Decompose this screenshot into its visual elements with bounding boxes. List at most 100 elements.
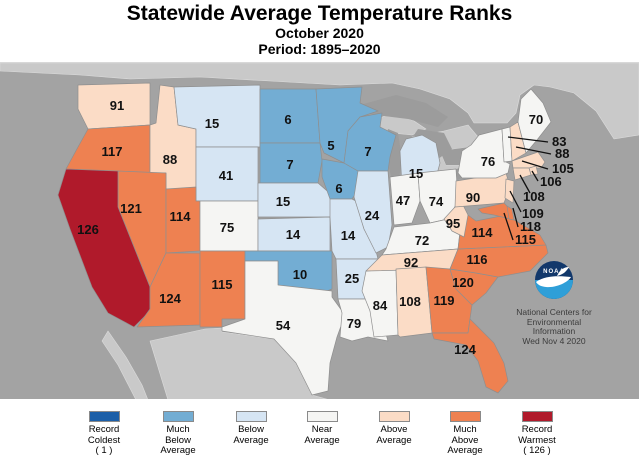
legend-label: ( 1 ): [95, 445, 113, 457]
rank-label-tn: 92: [404, 255, 418, 270]
legend: Record Coldest ( 1 ) Much Below Average …: [0, 399, 639, 467]
rank-label-ny: 76: [481, 154, 495, 169]
legend-swatch-much-above: [449, 411, 481, 422]
legend-label: Average: [447, 445, 483, 457]
legend-swatch-near: [306, 411, 338, 422]
noaa-logo-bird-icon: [536, 267, 571, 288]
legend-label: Above: [451, 434, 479, 446]
legend-label: Near: [311, 424, 333, 435]
state-fl: [431, 318, 509, 394]
legend-label: Record: [521, 424, 553, 435]
state-in: [389, 172, 421, 226]
rank-label-nc: 116: [467, 252, 488, 267]
legend-item-record-coldest: Record Coldest ( 1 ): [68, 411, 140, 457]
rank-label-ia: 6: [335, 181, 342, 196]
legend-item-much-above: Much Above Average: [429, 411, 501, 457]
rank-label-nj: 109: [522, 206, 544, 221]
rank-label-al: 108: [399, 294, 421, 309]
rank-label-mi: 15: [409, 166, 423, 181]
legend-swatch-record-warmest: [521, 411, 553, 422]
rank-label-nd: 6: [284, 112, 291, 127]
state-ca: [57, 168, 151, 328]
rank-label-or: 117: [102, 144, 123, 159]
legend-label: Record: [88, 424, 120, 435]
legend-item-above: Above Average: [358, 411, 430, 446]
state-ma: [511, 151, 546, 169]
rank-label-ca: 126: [77, 222, 99, 237]
legend-label: Average: [304, 434, 340, 446]
rank-label-ky: 72: [415, 233, 429, 248]
noaa-org-line-2: Environmental: [527, 317, 581, 327]
rank-label-ma: 105: [552, 161, 574, 176]
rank-label-az: 124: [159, 291, 181, 306]
noaa-logo-text: NOAA: [543, 269, 565, 275]
state-me: [517, 88, 552, 154]
state-nc: [449, 244, 549, 278]
legend-label: Above: [380, 424, 408, 435]
rank-label-ok: 10: [293, 267, 307, 282]
rank-label-id: 88: [163, 152, 177, 167]
legend-swatch-record-coldest: [88, 411, 120, 422]
legend-label: Below: [238, 424, 264, 435]
rank-label-nh: 88: [555, 146, 569, 161]
legend-label: ( 126 ): [523, 445, 551, 457]
state-al: [395, 266, 433, 338]
leader-line-nj: [509, 190, 522, 213]
rank-label-wi: 7: [364, 144, 371, 159]
rank-label-ga: 119: [434, 293, 455, 308]
rank-label-de: 118: [520, 219, 541, 234]
rank-label-wv: 95: [446, 216, 460, 231]
rank-label-wa: 91: [110, 98, 124, 113]
rank-label-vt: 83: [552, 134, 566, 149]
noaa-org-line-1: National Centers for: [516, 307, 592, 317]
legend-swatch-above: [378, 411, 410, 422]
legend-item-record-warmest: Record Warmest ( 126 ): [501, 411, 573, 457]
rank-label-ut: 114: [170, 209, 192, 224]
legend-label: Warmest: [518, 434, 556, 446]
legend-label: Coldest: [87, 434, 121, 446]
header: Statewide Average Temperature Ranks Octo…: [0, 2, 639, 57]
rank-label-ks: 14: [286, 227, 301, 242]
rank-label-mt: 15: [205, 116, 219, 131]
rank-label-in: 47: [396, 193, 410, 208]
subtitle-month: October 2020: [275, 25, 364, 42]
rank-label-nm: 115: [212, 277, 233, 292]
rank-label-ms: 84: [373, 298, 388, 313]
rank-label-mn: 5: [327, 138, 334, 153]
leader-line-nh: [515, 146, 552, 155]
legend-item-below: Below Average: [215, 411, 287, 446]
page-title: Statewide Average Temperature Ranks: [126, 2, 513, 25]
subtitle-period: Period: 1895–2020: [258, 41, 381, 58]
state-nj: [504, 178, 515, 204]
baja-peninsula: [101, 330, 149, 400]
state-de: [506, 205, 515, 221]
state-sd: [259, 142, 323, 184]
legend-swatch-below: [235, 411, 267, 422]
legend-item-much-below: Much Below Average: [142, 411, 214, 457]
rank-label-md: 115: [515, 232, 536, 247]
rank-label-me: 70: [529, 112, 543, 127]
leader-line-md: [503, 212, 514, 241]
rank-label-il: 24: [365, 208, 380, 223]
leader-line-vt: [507, 136, 549, 143]
legend-label: Much: [166, 424, 190, 435]
state-rank-labels: 91 117 126 88 121 114 124 15 41 75 115 6 7 15 14 10 54 5 6…: [77, 98, 574, 357]
rank-label-va: 114: [472, 225, 494, 240]
map-area: 91 117 126 88 121 114 124 15 41 75 115 6 7 15 14 10 54 5 6…: [0, 62, 639, 400]
legend-label: Average: [233, 434, 269, 446]
rank-label-fl: 124: [454, 342, 476, 357]
leader-line-ct: [519, 174, 531, 194]
callout-leader-lines: [503, 136, 552, 241]
state-ct: [512, 167, 532, 181]
noaa-logo: NOAA: [535, 261, 573, 299]
leader-line-ri: [531, 170, 539, 182]
rank-label-la: 79: [347, 316, 361, 331]
rank-label-wy: 41: [219, 168, 233, 183]
legend-label: Below: [165, 434, 191, 446]
lake-superior: [358, 95, 448, 127]
rank-label-ar: 25: [345, 271, 359, 286]
state-tx: [221, 260, 346, 396]
rank-label-mo: 14: [341, 228, 356, 243]
legend-swatch-much-below: [162, 411, 194, 422]
